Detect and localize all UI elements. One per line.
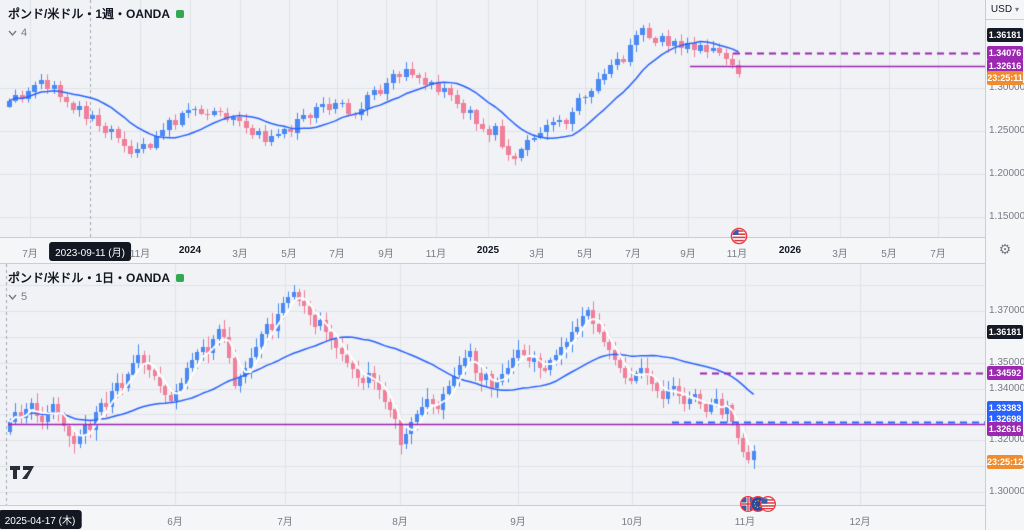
price-axis-daily[interactable]: 1.370001.350001.340001.320001.310001.300… bbox=[986, 264, 1024, 505]
chevron-down-icon bbox=[8, 30, 17, 36]
price-tick-label: 1.30000 bbox=[989, 82, 1024, 93]
time-tick-label: 5月 bbox=[577, 249, 593, 260]
economic-event-flags-cluster[interactable] bbox=[740, 495, 776, 518]
indicators-collapse-toggle[interactable]: 5 bbox=[8, 291, 27, 303]
price-badge-purple: 1.32616 bbox=[987, 58, 1023, 73]
price-tick-label: 1.35000 bbox=[989, 356, 1024, 368]
price-badge-dark: 1.36181 bbox=[987, 27, 1023, 42]
tradingview-logo[interactable] bbox=[10, 464, 38, 486]
chevron-down-icon bbox=[8, 294, 17, 300]
time-axis-daily[interactable]: 2025-04-17 (木) 6月 7月 8月 9月 10月 11月 12月 bbox=[0, 505, 985, 530]
time-tick-label: 9月 bbox=[378, 249, 394, 260]
price-badge-orange: 23:25:11 bbox=[987, 71, 1023, 86]
hidden-indicators-count: 4 bbox=[21, 27, 28, 39]
weekly-chart-pane[interactable]: ポンド/米ドル・1週・OANDA 4 bbox=[0, 0, 985, 237]
time-axis-weekly[interactable]: 7月 2023-09-11 (月) 11月 2024 3月 5月 7月 9月 11月 2025 3月… bbox=[0, 237, 985, 264]
time-tick-label: 3月 bbox=[232, 249, 248, 260]
time-tick-label: 7月 bbox=[329, 249, 345, 260]
time-tick-label: 9月 bbox=[680, 249, 696, 260]
symbol-title-weekly[interactable]: ポンド/米ドル・1週・OANDA bbox=[8, 7, 171, 21]
time-tick-label: 2025 bbox=[476, 245, 500, 256]
time-tick-label: 8月 bbox=[392, 517, 408, 528]
time-tick-label: 5月 bbox=[881, 249, 897, 260]
price-badge-purple: 1.34592 bbox=[987, 366, 1023, 381]
time-tick-label: 11月 bbox=[734, 517, 756, 528]
selected-date-badge: 2023-09-11 (月) bbox=[49, 242, 131, 261]
time-tick-label: 2026 bbox=[778, 245, 802, 256]
price-tick-label: 1.15000 bbox=[989, 211, 1024, 222]
price-badge-orange: 23:25:12 bbox=[987, 454, 1024, 469]
daily-legend: ポンド/米ドル・1日・OANDA 5 bbox=[8, 269, 185, 303]
weekly-candlestick-canvas[interactable] bbox=[0, 0, 985, 237]
time-tick-label: 10月 bbox=[621, 517, 643, 528]
time-tick-label: 3月 bbox=[832, 249, 848, 260]
price-tick-label: 1.20000 bbox=[989, 168, 1024, 179]
daily-chart-pane[interactable]: ポンド/米ドル・1日・OANDA 5 bbox=[0, 264, 985, 505]
time-tick-label: 5月 bbox=[281, 249, 297, 260]
indicators-collapse-toggle[interactable]: 4 bbox=[8, 27, 27, 39]
time-tick-label: 12月 bbox=[849, 517, 871, 528]
price-tick-label: 1.37000 bbox=[989, 305, 1024, 316]
time-tick-label: 3月 bbox=[529, 249, 545, 260]
market-status-icon bbox=[176, 273, 185, 282]
price-tick-label: 1.32000 bbox=[989, 434, 1024, 446]
daily-candlestick-canvas[interactable] bbox=[0, 264, 985, 505]
time-tick-label: 2024 bbox=[178, 245, 202, 256]
price-badge-blue: 1.33383 bbox=[987, 400, 1023, 415]
price-badge-purple: 1.32616 bbox=[987, 422, 1023, 437]
price-badge-dark: 1.36181 bbox=[987, 325, 1023, 340]
price-badge-purple: 1.34076 bbox=[987, 45, 1023, 60]
time-tick-label: 7月 bbox=[277, 517, 293, 528]
market-status-icon bbox=[176, 9, 185, 18]
price-tick-label: 1.25000 bbox=[989, 125, 1024, 136]
price-axis-column[interactable]: USD ▾ 1.30000 1.25000 1.20000 1.15000 1.3618… bbox=[985, 0, 1024, 530]
time-tick-label: 11月 bbox=[425, 249, 447, 260]
us-flag-icon bbox=[760, 496, 776, 512]
currency-label: USD bbox=[990, 4, 1013, 15]
settings-gear-icon[interactable]: ⚙ bbox=[998, 241, 1012, 257]
economic-event-flags[interactable] bbox=[730, 227, 748, 250]
hidden-indicators-count: 5 bbox=[21, 291, 28, 303]
weekly-legend: ポンド/米ドル・1週・OANDA 4 bbox=[8, 5, 185, 39]
time-tick-label: 7月 bbox=[625, 249, 641, 260]
price-tick-label: 1.34000 bbox=[989, 382, 1024, 394]
time-tick-label: 9月 bbox=[510, 517, 526, 528]
time-tick-label: 7月 bbox=[930, 249, 946, 260]
us-flag-icon bbox=[732, 229, 746, 242]
time-tick-label: 11月 bbox=[726, 249, 748, 260]
price-axis-weekly[interactable]: 1.30000 1.25000 1.20000 1.15000 1.36181 1.340… bbox=[986, 0, 1024, 237]
time-tick-label: 7月 bbox=[22, 249, 38, 260]
time-tick-label: 11月 bbox=[129, 249, 151, 260]
time-tick-label: 6月 bbox=[167, 517, 183, 528]
symbol-title-daily[interactable]: ポンド/米ドル・1日・OANDA bbox=[8, 271, 171, 285]
currency-selector[interactable]: USD ▾ bbox=[986, 0, 1024, 20]
selected-date-badge: 2025-04-17 (木) bbox=[0, 510, 82, 529]
chevron-down-icon: ▾ bbox=[1015, 4, 1020, 14]
price-tick-label: 1.30000 bbox=[989, 486, 1024, 498]
